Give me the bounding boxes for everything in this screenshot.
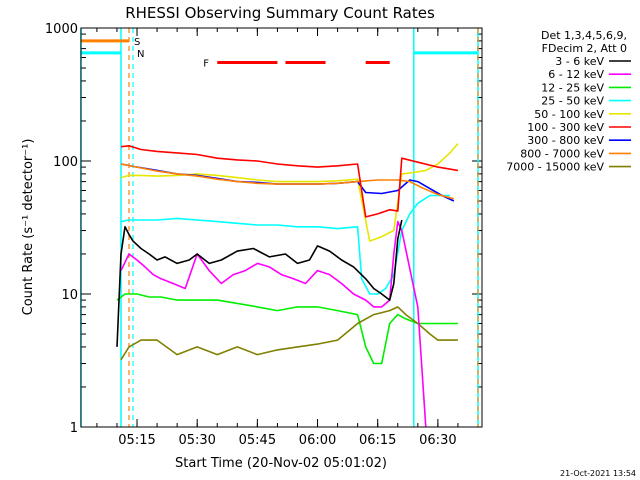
legend-entry-label: 100 - 300 keV <box>527 121 604 134</box>
legend-entry-label: 3 - 6 keV <box>555 55 604 68</box>
legend-entry-label: 50 - 100 keV <box>534 108 604 121</box>
legend: Det 1,3,4,5,6,9,FDecim 2, Att 03 - 6 keV… <box>506 29 631 174</box>
x-tick-label: 06:30 <box>419 433 456 448</box>
annotation-f: F <box>203 59 209 70</box>
x-tick-label: 06:15 <box>359 433 396 448</box>
legend-entry-label: 7000 - 15000 keV <box>506 161 604 174</box>
series-line-7000-15000-kev <box>120 306 458 361</box>
legend-header-line: FDecim 2, Att 0 <box>542 42 627 55</box>
annotation-s: S <box>134 37 140 48</box>
series-line-6-12-kev <box>120 220 427 428</box>
x-tick-label: 05:15 <box>118 433 155 448</box>
legend-entry-label: 800 - 7000 keV <box>520 147 604 160</box>
annotation-n: N <box>137 49 144 60</box>
y-tick-label: 1000 <box>45 22 78 37</box>
x-axis-label: Start Time (20-Nov-02 05:01:02) <box>175 456 387 471</box>
series-line-12-25-kev <box>116 293 458 365</box>
axis-ticks: 05:15 05:30 05:45 06:00 06:15 06:30 1 10 100 1000 <box>45 22 482 448</box>
series-line-50-100-kev <box>120 143 459 242</box>
y-axis-label: Count Rate (s⁻¹ detector⁻¹) <box>21 139 36 316</box>
series-line-25-50-kev <box>120 194 450 295</box>
legend-entry-label: 300 - 800 keV <box>527 134 604 147</box>
observing-markers: SN F <box>80 28 479 427</box>
series-line-100-300-kev <box>120 145 459 218</box>
series-line-3-6-kev <box>116 219 403 347</box>
y-tick-label: 1 <box>70 421 78 436</box>
x-tick-label: 05:30 <box>178 433 215 448</box>
legend-entry-label: 25 - 50 keV <box>541 95 604 108</box>
legend-entry-label: 6 - 12 keV <box>548 68 604 81</box>
chart-title: RHESSI Observing Summary Count Rates <box>125 4 435 22</box>
legend-entry-label: 12 - 25 keV <box>541 81 604 94</box>
plot-frame <box>80 27 483 428</box>
series-line-800-7000-kev <box>120 163 455 200</box>
legend-header-line: Det 1,3,4,5,6,9, <box>541 29 627 42</box>
series-lines <box>116 143 459 428</box>
y-tick-label: 100 <box>53 155 78 170</box>
date-stamp: 21-Oct-2021 13:54 <box>560 469 636 478</box>
x-tick-label: 06:00 <box>299 433 336 448</box>
series-line-300-800-kev <box>120 163 455 202</box>
x-tick-label: 05:45 <box>239 433 276 448</box>
y-tick-label: 10 <box>61 288 78 303</box>
